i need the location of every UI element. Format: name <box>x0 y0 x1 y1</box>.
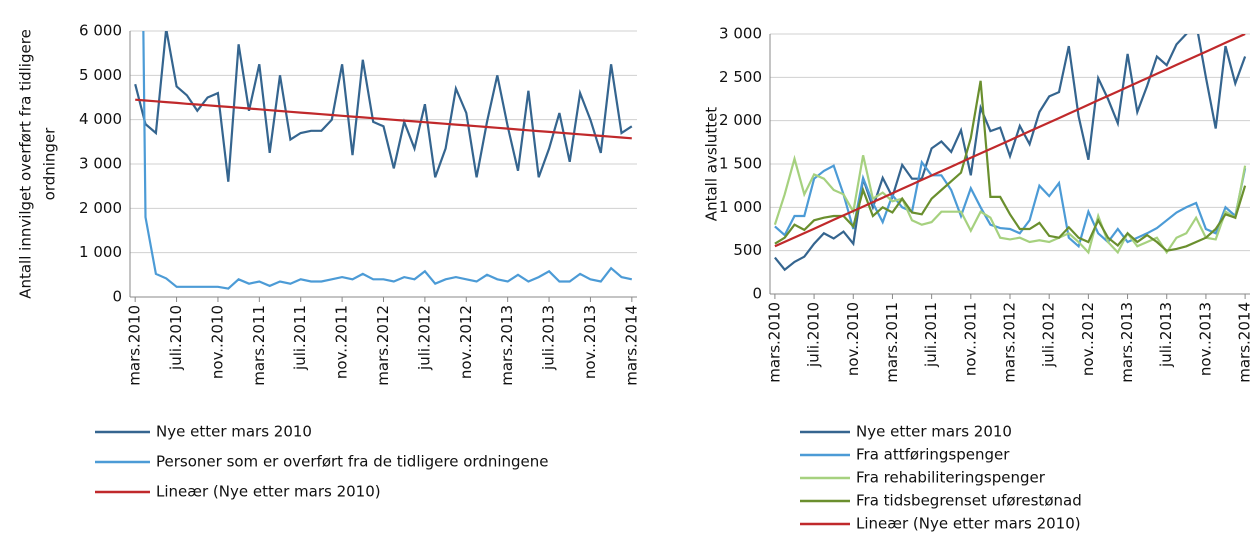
y-axis-label: Antall innvilget overført fra tidligere <box>17 29 35 299</box>
x-tick-label: nov..2010 <box>208 305 226 379</box>
y-tick-label: 1 000 <box>719 198 762 216</box>
y-tick-label: 1 000 <box>79 243 122 261</box>
legend-label: Lineær (Nye etter mars 2010) <box>856 515 1081 533</box>
x-tick-label: juli.2010 <box>167 305 185 371</box>
x-tick-label: nov..2013 <box>1196 302 1214 376</box>
x-tick-label: juli.2013 <box>540 305 558 371</box>
y-axis-label: ordninger <box>41 127 59 201</box>
legend-label: Lineær (Nye etter mars 2010) <box>156 483 381 501</box>
y-tick-label: 0 <box>112 288 122 306</box>
y-tick-label: 3 000 <box>719 25 762 43</box>
legend-label: Fra tidsbegrenset uførestønad <box>856 492 1082 510</box>
y-tick-label: 6 000 <box>79 22 122 40</box>
x-tick-label: nov..2013 <box>581 305 599 379</box>
x-tick-label: juli.2012 <box>415 305 433 371</box>
x-tick-label: nov..2012 <box>1079 302 1097 376</box>
series-line <box>774 34 1246 248</box>
x-tick-label: nov..2011 <box>961 302 979 376</box>
x-tick-label: mars.2014 <box>1236 302 1254 383</box>
x-tick-label: mars.2010 <box>126 305 144 386</box>
y-tick-label: 2 000 <box>79 199 122 217</box>
x-tick-label: juli.2013 <box>1157 302 1175 368</box>
legend-label: Fra rehabiliteringspenger <box>856 469 1046 487</box>
x-tick-label: nov..2011 <box>333 305 351 379</box>
legend-label: Fra attføringspenger <box>856 446 1010 464</box>
series-line <box>134 31 633 182</box>
x-tick-label: juli.2012 <box>1040 302 1058 368</box>
x-tick-label: juli.2011 <box>291 305 309 371</box>
series-line <box>142 31 633 290</box>
y-tick-label: 2 500 <box>719 68 762 86</box>
legend-label: Personer som er overført fra de tidliger… <box>156 453 549 471</box>
legend-label: Nye etter mars 2010 <box>856 423 1012 441</box>
x-tick-label: mars.2012 <box>374 305 392 386</box>
legend-label: Nye etter mars 2010 <box>156 423 312 441</box>
y-tick-label: 2 000 <box>719 111 762 129</box>
x-tick-label: mars.2011 <box>250 305 268 386</box>
y-tick-label: 0 <box>752 285 762 303</box>
x-tick-label: nov..2012 <box>457 305 475 379</box>
x-tick-label: mars.2013 <box>498 305 516 386</box>
x-tick-label: mars.2010 <box>765 302 783 383</box>
x-tick-label: nov..2010 <box>844 302 862 376</box>
x-tick-label: mars.2011 <box>883 302 901 383</box>
series-line <box>774 80 1247 252</box>
x-tick-label: juli.2010 <box>805 302 823 368</box>
series-line <box>135 98 632 140</box>
y-axis-label: Antall avsluttet <box>703 107 721 221</box>
x-tick-label: mars.2013 <box>1118 302 1136 383</box>
series-line <box>774 159 1247 249</box>
y-tick-label: 5 000 <box>79 66 122 84</box>
x-tick-label: juli.2011 <box>922 302 940 368</box>
x-tick-label: mars.2014 <box>622 305 640 386</box>
y-tick-label: 4 000 <box>79 110 122 128</box>
y-tick-label: 1 500 <box>719 155 762 173</box>
y-tick-label: 3 000 <box>79 155 122 173</box>
x-tick-label: mars.2012 <box>1001 302 1019 383</box>
series-line <box>774 34 1247 272</box>
y-tick-label: 500 <box>733 241 762 259</box>
